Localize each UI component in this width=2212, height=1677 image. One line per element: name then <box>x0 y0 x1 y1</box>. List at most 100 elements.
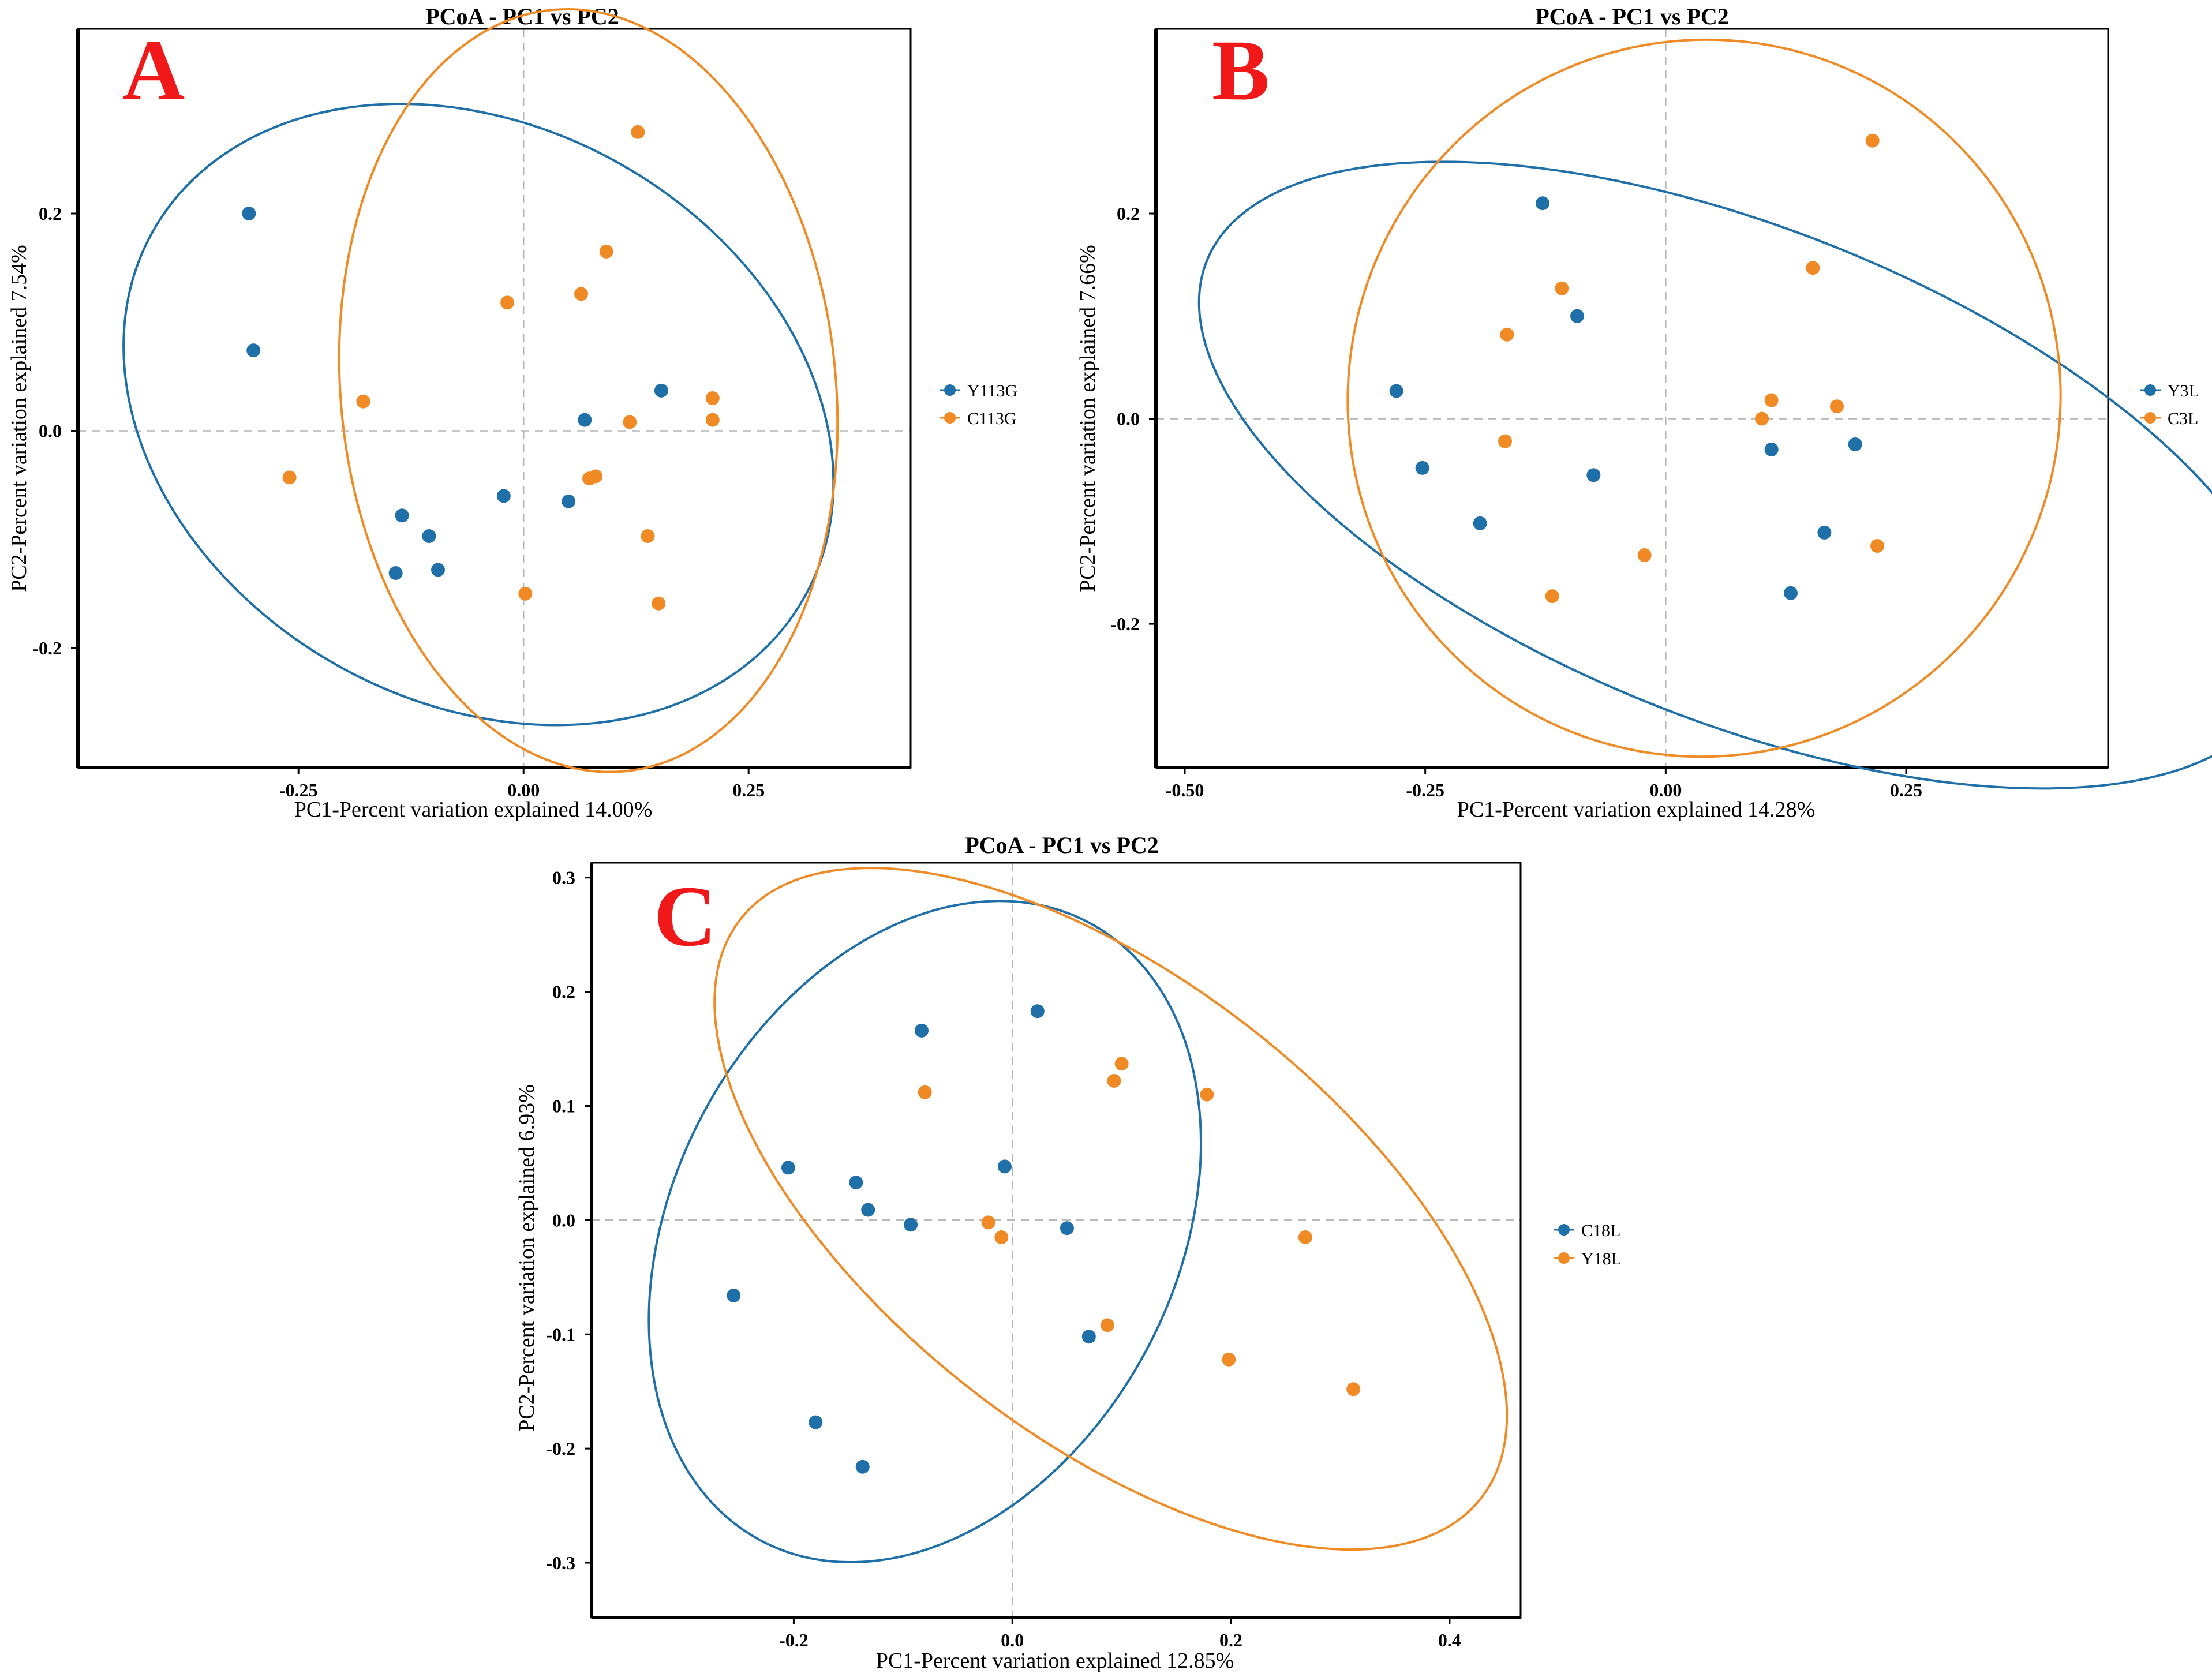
panel-c-point-c18l <box>809 1415 823 1429</box>
panel-c-point-c18l <box>1081 1330 1096 1344</box>
panel-c-point-c18l <box>781 1161 795 1175</box>
panel-c-point-c18l <box>855 1459 870 1474</box>
panel-a-point-c113g <box>599 244 613 259</box>
panel-a-point-c113g <box>582 471 597 486</box>
panel-a-point-y113g <box>578 413 592 427</box>
panel-a-letter: A <box>122 23 185 118</box>
panel-a-point-y113g <box>246 343 261 358</box>
panel-a-xlabel: PC1-Percent variation explained 14.00% <box>294 798 653 822</box>
legend-label-y18l: Y18L <box>1581 1249 1622 1268</box>
panel-a-frame <box>77 28 912 769</box>
panel-a-x-tick-label: -0.25 <box>279 780 318 800</box>
panel-c-x-tick-label: 0.4 <box>1438 1630 1461 1650</box>
panel-b-point-c3l <box>1755 411 1769 426</box>
panel-c-marks: -0.2 0.0 0.2 0.4 -0.3 -0.2 -0.1 0.0 0.1 0.2 0.3 <box>546 862 1522 1650</box>
panel-a-point-y113g <box>431 563 445 577</box>
panel-b-point-c3l <box>1555 281 1569 295</box>
panel-c-y-tick-label: 0.0 <box>552 1210 575 1230</box>
panel-c-point-c18l <box>861 1203 875 1217</box>
legend-dot-y113g <box>944 384 956 396</box>
panel-a-point-c113g <box>282 470 297 485</box>
panel-a-point-c113g <box>641 529 655 544</box>
panel-b-point-c3l <box>1637 548 1652 562</box>
panel-c: PCoA - PC1 vs PC2 C -0.2 0.0 0.2 0.4-0.3-0.… <box>515 832 1622 1673</box>
panel-b-point-y3l <box>1817 525 1832 540</box>
panel-a-marks: -0.25 0.00 0.25 -0.2 0.0 0.2 <box>32 8 912 800</box>
legend-label-y113g: Y113G <box>967 381 1017 400</box>
panel-a-point-y113g <box>496 489 511 503</box>
panel-c-y-tick-label: 0.1 <box>552 1095 575 1116</box>
panel-b-title: PCoA - PC1 vs PC2 <box>1535 3 1729 29</box>
panel-c-point-c18l <box>1030 1004 1045 1019</box>
legend-label-c18l: C18L <box>1581 1221 1620 1240</box>
panel-b-point-c3l <box>1806 261 1820 275</box>
panel-c-x-tick-label: 0.0 <box>1001 1630 1024 1650</box>
panel-b-point-c3l <box>1764 393 1779 407</box>
panel-c-point-y18l <box>1114 1057 1129 1071</box>
panel-b-x-tick-label: 0.25 <box>1890 780 1922 800</box>
panel-b-point-c3l <box>1498 434 1512 448</box>
legend-dot-c3l <box>2144 412 2156 424</box>
panel-b-point-y3l <box>1570 309 1584 323</box>
panel-c-point-y18l <box>918 1085 932 1099</box>
panel-b-point-c3l <box>1500 327 1514 342</box>
panel-c-ellipse-c18l <box>647 900 1202 1564</box>
panel-a-point-c113g <box>356 394 370 409</box>
panel-b-ellipse-c3l <box>1346 38 2062 758</box>
panel-c-point-y18l <box>1346 1382 1361 1397</box>
panel-c-ylabel: PC2-Percent variation explained 6.93% <box>515 1084 539 1432</box>
panel-a-point-y113g <box>242 207 256 220</box>
panel-a: PCoA - PC1 vs PC2 A -0.25 0.00 0.25-0.20.0… <box>7 3 1017 822</box>
panel-b-point-c3l <box>1865 133 1880 148</box>
legend-dot-c18l <box>1558 1224 1570 1236</box>
panel-a-point-c113g <box>705 413 720 427</box>
panel-c-y-tick-label: -0.3 <box>546 1552 575 1573</box>
panel-b-letter: B <box>1212 23 1270 118</box>
panel-c-point-c18l <box>997 1159 1012 1174</box>
panel-a-point-c113g <box>705 391 720 405</box>
panel-b-point-y3l <box>1764 442 1779 456</box>
panel-a-y-tick-label: -0.2 <box>32 638 62 658</box>
panel-a-point-c113g <box>623 415 637 429</box>
panel-c-x-tick-label: 0.2 <box>1219 1630 1242 1650</box>
panel-b-y-tick-label: -0.2 <box>1110 613 1140 634</box>
panel-c-frame <box>590 862 1522 1619</box>
panel-c-x-tick-label: -0.2 <box>779 1630 809 1650</box>
panel-a-point-c113g <box>631 125 645 139</box>
panel-c-y-tick-label: 0.2 <box>552 982 575 1002</box>
panel-c-y-tick-label: 0.3 <box>552 867 575 888</box>
panel-b-xlabel: PC1-Percent variation explained 14.28% <box>1457 798 1816 822</box>
legend-label-c3l: C3L <box>2168 409 2198 428</box>
panel-c-xlabel: PC1-Percent variation explained 12.85% <box>876 1649 1234 1673</box>
panel-b-point-y3l <box>1784 586 1798 600</box>
panel-b: PCoA - PC1 vs PC2 B -0.50 -0.25 0.00 0.25-0… <box>1076 3 2212 822</box>
panel-a-point-c113g <box>500 295 515 310</box>
panel-a-ylabel: PC2-Percent variation explained 7.54% <box>7 245 31 592</box>
panel-b-frame <box>1155 28 2109 769</box>
panel-a-point-y113g <box>562 494 576 508</box>
panel-a-point-c113g <box>518 586 533 601</box>
panel-a-x-tick-label: 0.25 <box>732 780 765 800</box>
panel-c-point-y18l <box>1101 1318 1115 1332</box>
panel-b-point-y3l <box>1586 468 1601 482</box>
panel-b-point-y3l <box>1473 516 1487 530</box>
panel-c-point-y18l <box>1107 1073 1121 1088</box>
legend-label-y3l: Y3L <box>2168 381 2199 400</box>
panel-c-point-y18l <box>994 1230 1009 1245</box>
panel-b-x-tick-label: -0.50 <box>1166 780 1204 800</box>
panel-b-point-y3l <box>1415 461 1429 475</box>
legend-dot-y18l <box>1558 1252 1570 1264</box>
panel-b-marks: -0.50 -0.25 0.00 0.25 -0.2 0.0 0.2 <box>1110 28 2212 800</box>
legend-dot-c113g <box>944 412 956 424</box>
panel-a-legend: Y113G C113G <box>940 381 1017 428</box>
panel-b-ylabel: PC2-Percent variation explained 7.66% <box>1076 245 1100 592</box>
panel-c-point-y18l <box>1298 1230 1312 1245</box>
panel-c-point-c18l <box>727 1288 741 1302</box>
legend-dot-y3l <box>2144 384 2156 396</box>
panel-c-point-y18l <box>981 1215 995 1230</box>
legend-label-c113g: C113G <box>967 409 1017 428</box>
panel-c-legend: C18L Y18L <box>1554 1221 1622 1268</box>
panel-b-y-tick-label: 0.0 <box>1117 409 1140 429</box>
panel-b-y-tick-label: 0.2 <box>1117 203 1140 224</box>
panel-b-ellipse-y3l <box>1197 160 2212 790</box>
